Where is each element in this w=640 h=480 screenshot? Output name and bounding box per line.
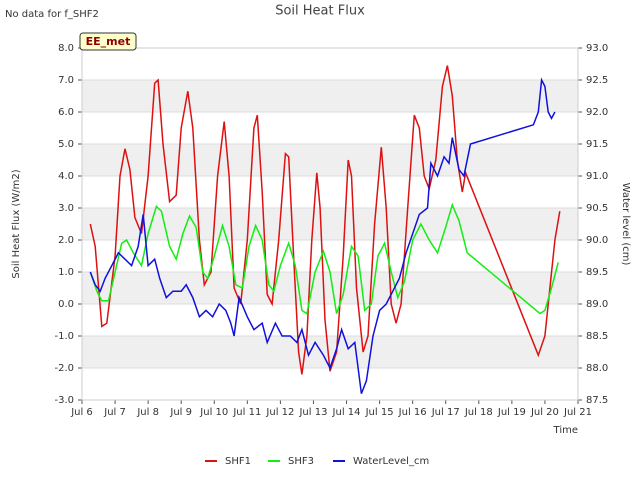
x-tick-label: Jul 7 (103, 407, 126, 418)
badge-box (79, 32, 137, 51)
x-tick-label: Jul 18 (464, 407, 493, 418)
x-tick-label: Jul 16 (398, 407, 427, 418)
badge: EE_met (79, 32, 137, 51)
y2-tick-label: 93.0 (586, 43, 608, 54)
y-tick-label: 2.0 (58, 235, 74, 246)
y2-axis-label: Water level (cm) (620, 183, 631, 266)
y-tick-label: 4.0 (58, 171, 74, 182)
y-tick-label: -3.0 (54, 395, 74, 406)
y-tick-label: -1.0 (54, 331, 74, 342)
x-tick-label: Jul 12 (265, 407, 294, 418)
y-tick-label: 7.0 (58, 75, 74, 86)
x-tick-label: Jul 6 (70, 407, 93, 418)
y2-tick-label: 92.5 (586, 75, 608, 86)
grid-band (82, 80, 578, 112)
x-tick-label: Jul 8 (136, 407, 159, 418)
y-tick-label: 5.0 (58, 139, 74, 150)
badge-label: EE_met (86, 35, 131, 48)
x-tick-label: Jul 13 (298, 407, 327, 418)
legend-label: SHF3 (288, 456, 314, 467)
y2-tick-label: 92.0 (586, 107, 608, 118)
y-tick-label: -2.0 (54, 363, 74, 374)
grid-band (82, 272, 578, 304)
series-line (89, 65, 561, 375)
no-data-note: No data for f_SHF2 (5, 9, 99, 20)
legend-label: SHF1 (225, 456, 251, 467)
x-tick-label: Jul 19 (497, 407, 526, 418)
y2-tick-label: 88.0 (586, 363, 608, 374)
plot-frame (81, 47, 579, 401)
y2-tick-label: 89.5 (586, 267, 608, 278)
x-axis-label: Time (553, 425, 578, 436)
series-line (89, 77, 556, 394)
y-tick-label: 0.0 (58, 299, 74, 310)
series-line (89, 202, 559, 315)
y2-tick-label: 91.0 (586, 171, 608, 182)
grid-band (82, 336, 578, 368)
y-tick-label: 3.0 (58, 203, 74, 214)
y2-tick-label: 88.5 (586, 331, 608, 342)
y2-tick-label: 87.5 (586, 395, 608, 406)
y2-tick-label: 90.0 (586, 235, 608, 246)
x-tick-label: Jul 14 (332, 407, 361, 418)
legend-label: WaterLevel_cm (353, 456, 429, 467)
grid-band (82, 144, 578, 176)
x-tick-label: Jul 20 (530, 407, 559, 418)
x-tick-label: Jul 21 (563, 407, 592, 418)
y-tick-label: 6.0 (58, 107, 74, 118)
x-tick-label: Jul 11 (232, 407, 261, 418)
x-tick-label: Jul 9 (169, 407, 192, 418)
grid-band (82, 208, 578, 240)
x-tick-label: Jul 10 (199, 407, 228, 418)
y-tick-label: 1.0 (58, 267, 74, 278)
x-tick-label: Jul 15 (365, 407, 394, 418)
y2-tick-label: 91.5 (586, 139, 608, 150)
y2-tick-label: 89.0 (586, 299, 608, 310)
y2-tick-label: 90.5 (586, 203, 608, 214)
y-tick-label: 8.0 (58, 43, 74, 54)
y-axis-label: Soil Heat Flux (W/m2) (11, 169, 22, 278)
chart-title: Soil Heat Flux (275, 4, 365, 19)
x-tick-label: Jul 17 (431, 407, 460, 418)
